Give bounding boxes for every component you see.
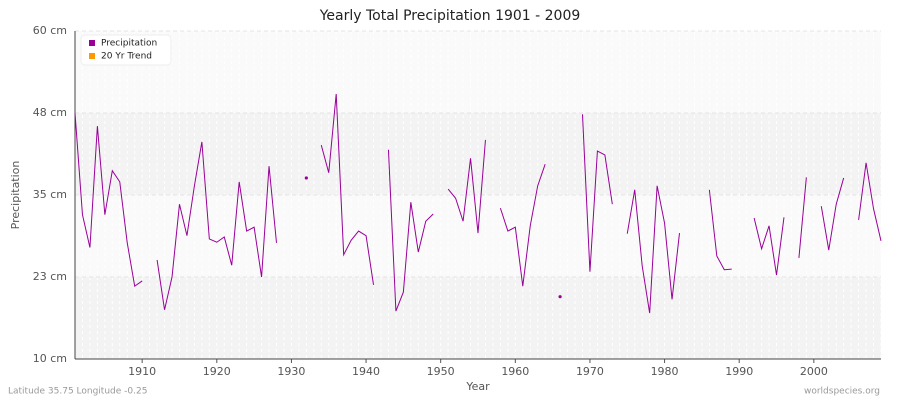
y-tick-label: 60 cm xyxy=(33,24,67,37)
data-line xyxy=(499,164,546,287)
data-line xyxy=(447,139,486,234)
data-point xyxy=(558,295,562,299)
x-tick-label: 1930 xyxy=(277,365,305,378)
y-tick-label: 10 cm xyxy=(33,352,67,365)
data-line xyxy=(387,149,434,312)
x-tick-label: 1970 xyxy=(576,365,604,378)
legend-label: Precipitation xyxy=(101,39,157,49)
x-tick-label: 2000 xyxy=(800,365,828,378)
legend-swatch xyxy=(89,53,95,59)
x-tick-label: 1940 xyxy=(352,365,380,378)
legend-swatch xyxy=(89,40,95,46)
data-line xyxy=(820,177,845,251)
y-tick-label: 23 cm xyxy=(33,270,67,283)
footer-right: worldspecies.org xyxy=(804,387,880,397)
legend-box xyxy=(80,34,172,66)
data-line xyxy=(156,141,277,310)
data-line xyxy=(626,185,680,314)
x-axis-label: Year xyxy=(465,380,490,393)
data-line xyxy=(581,114,613,272)
data-line xyxy=(708,189,732,271)
data-line xyxy=(858,162,882,242)
data-line xyxy=(753,217,785,276)
y-tick-label: 35 cm xyxy=(33,188,67,201)
chart-title: Yearly Total Precipitation 1901 - 2009 xyxy=(319,8,581,24)
data-line xyxy=(798,177,807,259)
data-point xyxy=(304,176,308,180)
x-tick-label: 1980 xyxy=(651,365,679,378)
x-tick-label: 1960 xyxy=(501,365,529,378)
footer-left: Latitude 35.75 Longitude -0.25 xyxy=(8,387,147,397)
legend-label: 20 Yr Trend xyxy=(101,52,152,62)
data-line xyxy=(74,112,143,288)
y-tick-label: 48 cm xyxy=(33,106,67,119)
x-tick-label: 1920 xyxy=(203,365,231,378)
data-line xyxy=(320,93,375,285)
y-axis-label: Precipitation xyxy=(9,161,22,230)
x-tick-label: 1950 xyxy=(427,365,455,378)
x-tick-label: 1990 xyxy=(725,365,753,378)
x-tick-label: 1910 xyxy=(128,365,156,378)
